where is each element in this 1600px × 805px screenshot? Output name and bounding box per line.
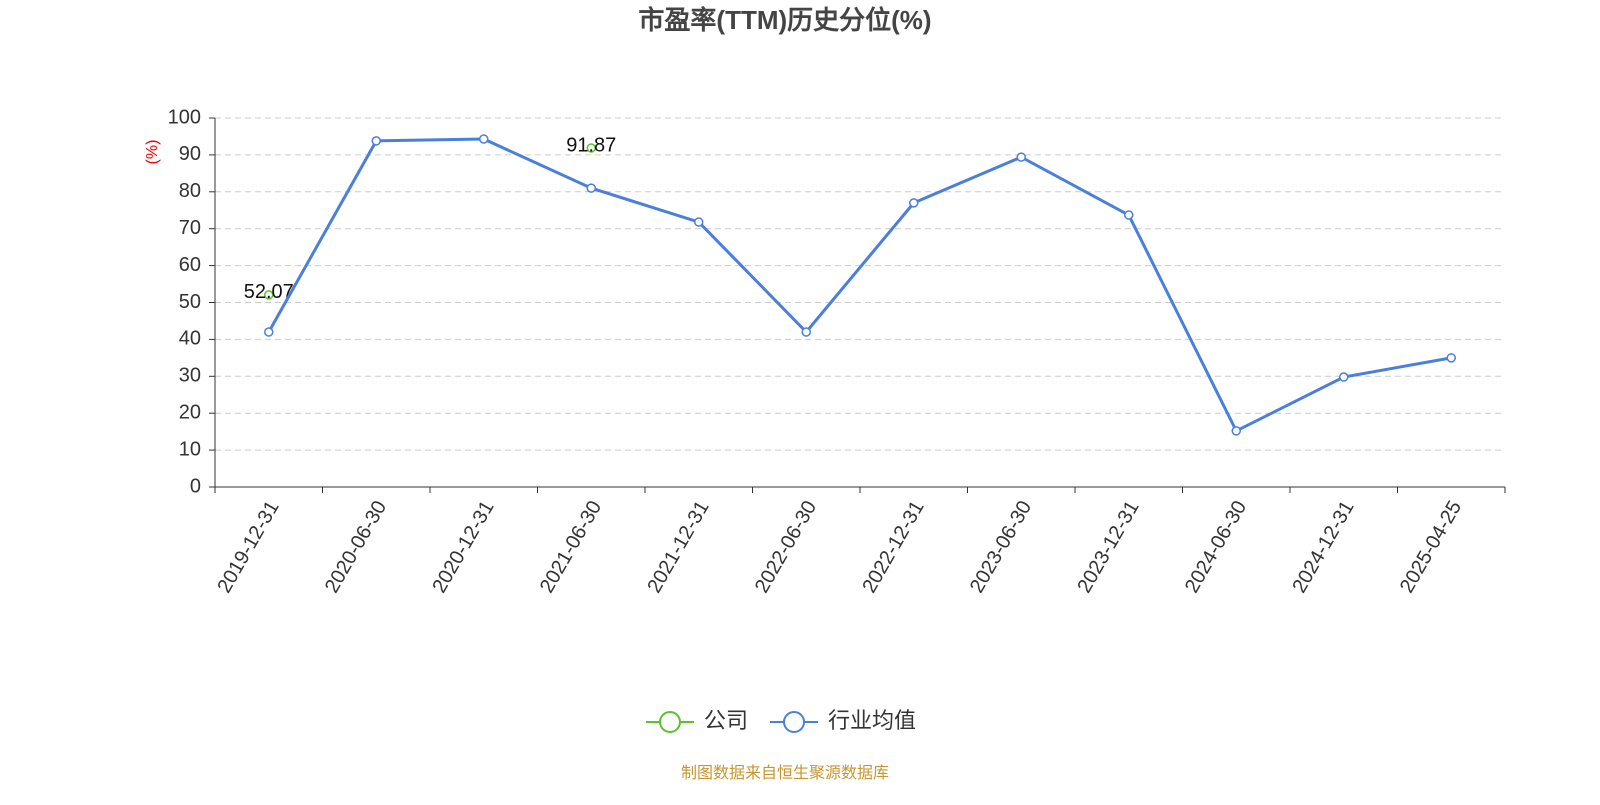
data-point (1016, 152, 1026, 162)
data-point (586, 143, 596, 153)
data-point (264, 327, 274, 337)
data-point (1231, 426, 1241, 436)
x-tick-label: 2020-06-30 (321, 497, 391, 597)
data-point (1124, 210, 1134, 220)
x-tick-label: 2022-06-30 (751, 497, 821, 597)
x-tick-label: 2022-12-31 (858, 497, 928, 597)
y-tick-label: 90 (179, 143, 201, 165)
legend-marker (783, 711, 806, 733)
data-point (909, 198, 919, 208)
y-tick-label: 0 (190, 475, 201, 497)
legend-label: 行业均值 (828, 708, 916, 733)
data-point (371, 136, 381, 146)
legend-item[interactable]: 行业均值 (770, 708, 916, 733)
x-tick-label: 2023-06-30 (966, 497, 1036, 597)
legend-marker (659, 711, 681, 733)
y-tick-label: 50 (179, 291, 201, 313)
x-tick-label: 2019-12-31 (213, 497, 283, 597)
legend-item[interactable]: 公司 (646, 708, 748, 733)
legend-label: 公司 (704, 708, 748, 733)
y-tick-label: 60 (179, 254, 201, 276)
data-label: 91.87 (566, 134, 616, 156)
data-point (479, 134, 489, 144)
y-tick-label: 100 (168, 106, 201, 128)
x-tick-label: 2023-12-31 (1073, 497, 1143, 597)
series-line (267, 137, 1452, 433)
y-tick-label: 30 (179, 365, 201, 387)
y-tick-label: 40 (179, 328, 201, 350)
data-label: 52.07 (244, 281, 294, 303)
data-point (694, 217, 704, 227)
data-point (586, 183, 596, 193)
x-tick-label: 2021-06-30 (536, 497, 606, 597)
data-point (264, 290, 274, 300)
chart-title: 市盈率(TTM)历史分位(%) (638, 5, 931, 35)
x-tick-label: 2020-12-31 (428, 497, 498, 597)
y-tick-label: 70 (179, 217, 201, 239)
y-tick-label: 20 (179, 401, 201, 423)
x-tick-label: 2024-12-31 (1288, 497, 1358, 597)
data-point (801, 327, 811, 337)
source-note: 制图数据来自恒生聚源数据库 (681, 764, 889, 782)
x-tick-label: 2024-06-30 (1181, 497, 1251, 597)
data-point (1446, 353, 1456, 363)
y-tick-label: 10 (179, 438, 201, 460)
data-point (1339, 372, 1349, 382)
x-tick-label: 2025-04-25 (1396, 497, 1466, 597)
y-axis-label: (%) (144, 140, 161, 165)
x-tick-label: 2021-12-31 (643, 497, 713, 597)
y-tick-label: 80 (179, 180, 201, 202)
